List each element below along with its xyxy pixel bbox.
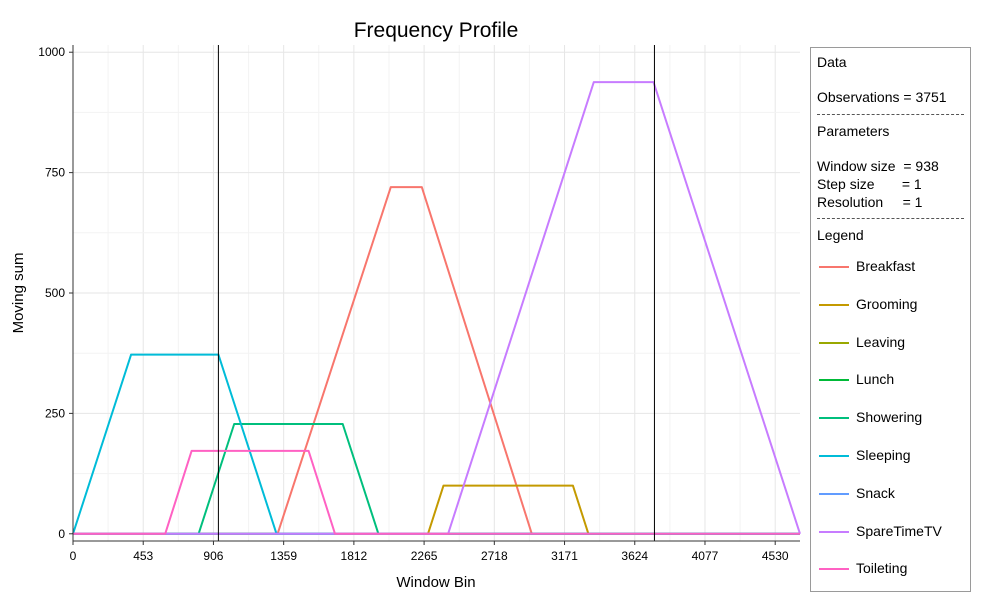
x-tick-label: 2718 [481, 549, 508, 563]
legend-label: Sleeping [856, 447, 911, 463]
y-tick-label: 1000 [38, 45, 65, 59]
data-heading: Data [817, 54, 847, 70]
legend-item-grooming: Grooming [819, 295, 969, 315]
legend-label: SpareTimeTV [856, 522, 942, 539]
legend-item-sleeping: Sleeping [819, 446, 969, 466]
series-line-toileting [73, 449, 800, 535]
y-tick-label: 0 [58, 527, 65, 541]
x-tick-label: 1359 [270, 549, 297, 563]
x-tick-label: 4530 [762, 549, 789, 563]
y-tick-label: 750 [45, 166, 65, 180]
x-tick-label: 3171 [551, 549, 578, 563]
legend-swatch [819, 492, 849, 495]
legend-item-leaving: Leaving [819, 333, 969, 353]
legend-item-toileting: Toileting [819, 559, 969, 579]
legend-label: Toileting [856, 560, 908, 577]
x-tick-label: 1812 [341, 549, 368, 563]
divider-1 [817, 114, 964, 115]
parameters-heading: Parameters [817, 123, 890, 139]
x-tick-label: 906 [203, 549, 223, 563]
legend-label: Leaving [856, 333, 906, 350]
y-tick-label: 250 [45, 406, 65, 420]
legend-label: Breakfast [856, 258, 916, 274]
legend-swatch [819, 455, 849, 457]
info-panel: Data Observations = 3751 Parameters Wind… [810, 47, 971, 592]
step-size-text: Step size = 1 [817, 176, 922, 192]
legend-item-lunch: Lunch [819, 370, 969, 390]
legend-swatch [819, 379, 849, 382]
legend-swatch [819, 417, 849, 420]
series-line-sparetimetv [73, 81, 801, 535]
series-layer [72, 81, 801, 535]
legend-label: Lunch [856, 371, 895, 388]
divider-2 [817, 218, 964, 219]
window-size-text: Window size = 938 [817, 158, 939, 174]
legend-label: Grooming [856, 295, 918, 312]
legend-swatch [819, 303, 849, 306]
y-tick-label: 500 [45, 286, 65, 300]
legend-swatch [819, 266, 849, 268]
legend-heading: Legend [817, 227, 864, 243]
legend-item-snack: Snack [819, 484, 969, 504]
x-tick-label: 453 [133, 549, 153, 563]
x-tick-label: 4077 [692, 549, 719, 563]
y-ticks: 0 250 500 750 1000 [38, 45, 73, 541]
legend-label: Showering [856, 409, 923, 426]
x-tick-label: 3624 [621, 549, 648, 563]
chart-title: Frequency Profile [354, 19, 519, 42]
x-ticks: 0 453 906 1359 1812 2265 2718 3171 3624 4077 4530 [70, 541, 789, 563]
x-tick-label: 0 [70, 549, 77, 563]
window-boundary-lines [217, 45, 655, 541]
legend-swatch [819, 568, 849, 571]
legend-item-sparetimetv: SpareTimeTV [819, 522, 969, 542]
legend-item-breakfast: Breakfast [819, 257, 969, 277]
legend-label: Snack [856, 484, 895, 501]
x-axis-label: Window Bin [396, 574, 475, 591]
legend-swatch [819, 341, 849, 344]
y-axis-label: Moving sum [10, 253, 27, 334]
resolution-text: Resolution = 1 [817, 194, 923, 210]
legend-swatch [819, 530, 849, 533]
x-tick-label: 2265 [411, 549, 438, 563]
observations-text: Observations = 3751 [817, 89, 947, 105]
legend-item-showering: Showering [819, 408, 969, 428]
